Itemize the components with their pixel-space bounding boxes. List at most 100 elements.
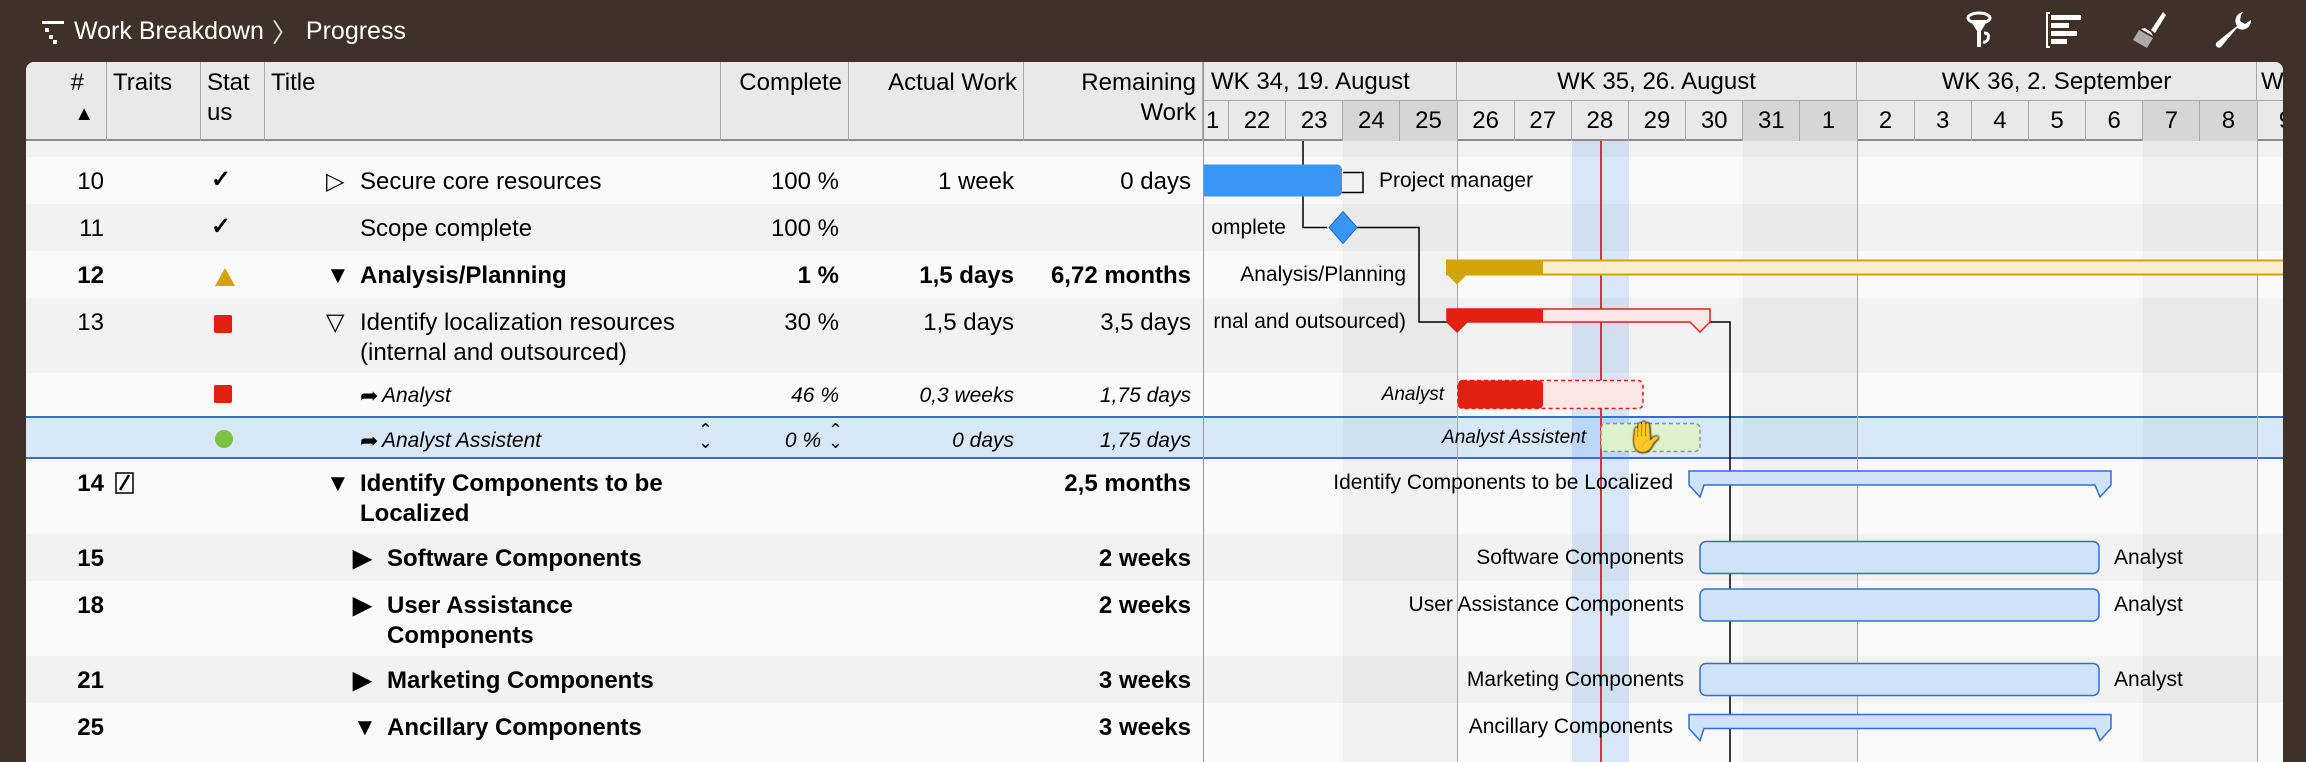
summary-bar[interactable] (1446, 259, 2283, 276)
summary-bar[interactable] (1688, 713, 2112, 742)
bar-resource-label: Analyst (2114, 667, 2183, 691)
filter-button[interactable] (1958, 10, 2004, 50)
actual-work-value[interactable]: 0,3 weeks (919, 384, 1014, 407)
day-header: 9 (2258, 101, 2283, 141)
actual-work-value[interactable]: 1,5 days (919, 262, 1014, 289)
milestone-diamond[interactable] (1328, 210, 1358, 245)
complete-stepper[interactable]: ⌃ ⌄ (828, 420, 844, 452)
task-title[interactable]: Marketing Components (387, 666, 654, 696)
remaining-work-value[interactable]: 3,5 days (1100, 309, 1191, 336)
disclosure-triangle-right-open-icon[interactable]: ▷ (326, 168, 345, 195)
complete-value[interactable]: 1 % (797, 262, 839, 289)
dependency-line (1302, 141, 1327, 229)
task-title-line: Identify Components to be (360, 470, 663, 497)
week-divider (1857, 141, 1858, 762)
remaining-work-value[interactable]: 2 weeks (1098, 592, 1191, 619)
task-number: 25 (77, 714, 104, 741)
remaining-work-value[interactable]: 1,75 days (1099, 429, 1191, 452)
check-status-icon: ✓ (211, 213, 232, 240)
disclosure-triangle-right-filled-icon[interactable]: ▶ (353, 667, 372, 694)
settings-button[interactable] (2210, 10, 2256, 50)
resource-stepper[interactable]: ⌃ ⌄ (698, 420, 714, 452)
note-icon[interactable] (114, 471, 136, 503)
assignment-arrow-icon: ➦ (360, 428, 379, 453)
day-header: 29 (1629, 101, 1687, 141)
task-title-line: Components (387, 622, 534, 649)
day-header: 1 (1800, 101, 1858, 141)
remaining-work-value[interactable]: 0 days (1120, 168, 1191, 195)
complete-value[interactable]: 100 % (770, 215, 839, 242)
work-breakdown-icon (42, 20, 64, 44)
task-bar[interactable] (1204, 164, 1342, 197)
actual-work-value[interactable]: 1 week (937, 168, 1014, 195)
task-title[interactable]: Software Components (387, 544, 642, 574)
column-header-remaining-work[interactable]: Remaining Work (1024, 62, 1203, 141)
task-number: 12 (77, 262, 104, 289)
task-title-line: Marketing Components (387, 667, 654, 694)
task-title-line: Secure core resources (360, 168, 602, 195)
disclosure-triangle-down-filled-icon[interactable]: ▼ (326, 262, 350, 289)
task-title-line: Scope complete (360, 215, 533, 242)
column-header-traits[interactable]: Traits (107, 62, 201, 141)
task-title[interactable]: Secure core resources (360, 167, 601, 197)
red-square-status-icon (214, 383, 232, 413)
task-title[interactable]: Analyst (382, 381, 451, 411)
task-title[interactable]: Ancillary Components (387, 713, 642, 743)
task-bar[interactable] (1699, 540, 2100, 575)
day-header: 2 (1858, 101, 1915, 141)
complete-value[interactable]: 46 % (791, 384, 839, 407)
assignment-progress (1458, 380, 1543, 409)
day-header: 6 (2086, 101, 2144, 141)
assignment-bar[interactable] (1600, 422, 1701, 453)
remaining-work-value[interactable]: 3 weeks (1098, 667, 1191, 694)
remaining-work-value[interactable]: 2 weeks (1098, 545, 1191, 572)
day-header: 31 (1743, 101, 1801, 141)
disclosure-triangle-down-open-icon[interactable]: ▽ (326, 309, 345, 336)
disclosure-triangle-right-filled-icon[interactable]: ▶ (353, 545, 372, 572)
task-bar[interactable] (1699, 662, 2100, 697)
gantt-row (1204, 373, 2283, 416)
column-header-number[interactable]: # ▲ (26, 62, 107, 141)
column-header-status[interactable]: Stat us (201, 62, 265, 141)
task-title[interactable]: Analyst Assistent (382, 426, 541, 456)
complete-value[interactable]: 100 % (770, 168, 839, 195)
disclosure-triangle-right-filled-icon[interactable]: ▶ (353, 592, 372, 619)
column-header-title[interactable]: Title (265, 62, 721, 141)
check-status-icon: ✓ (211, 166, 232, 193)
week-header: WK 36, 2. September (1857, 62, 2257, 101)
task-title[interactable]: User Assistance Components (387, 591, 573, 651)
task-bar[interactable] (1699, 588, 2100, 622)
green-circle-status-icon (214, 428, 234, 458)
day-header: 5 (2029, 101, 2087, 141)
style-button[interactable] (2126, 10, 2172, 50)
column-header-actual-work[interactable]: Actual Work (849, 62, 1024, 141)
week-header: WK 35, 26. August (1457, 62, 1857, 101)
remaining-work-value[interactable]: 1,75 days (1099, 384, 1191, 407)
task-title[interactable]: Identify Components to be Localized (360, 469, 663, 529)
filter-icon (1966, 11, 1992, 47)
actual-work-value[interactable]: 1,5 days (923, 309, 1014, 336)
disclosure-triangle-down-filled-icon[interactable]: ▼ (353, 714, 377, 741)
task-title-line: (internal and outsourced) (360, 339, 627, 366)
task-title[interactable]: Identify localization resources (internal… (360, 308, 675, 368)
actual-work-value[interactable]: 0 days (952, 429, 1014, 452)
task-title[interactable]: Scope complete (360, 214, 532, 244)
summary-bar[interactable] (1688, 470, 2112, 499)
complete-value[interactable]: 0 % (784, 429, 821, 452)
column-header-complete[interactable]: Complete (721, 62, 849, 141)
gantt-chart[interactable]: WK 34, 19. August WK 35, 26. August WK 36,… (1203, 62, 2283, 762)
remaining-work-value[interactable]: 3 weeks (1098, 714, 1191, 741)
remaining-work-value[interactable]: 2,5 months (1064, 470, 1191, 497)
breadcrumb-item[interactable]: Work Breakdown (74, 17, 264, 45)
disclosure-triangle-down-filled-icon[interactable]: ▼ (326, 470, 350, 497)
task-title[interactable]: Analysis/Planning (360, 261, 567, 291)
breadcrumb-item[interactable]: Progress (305, 17, 406, 45)
complete-value[interactable]: 30 % (784, 309, 839, 336)
task-title-line: Ancillary Components (387, 714, 642, 741)
layout-button[interactable] (2042, 10, 2088, 50)
remaining-work-value[interactable]: 6,72 months (1050, 262, 1191, 289)
task-title-line: Analyst (382, 384, 451, 407)
bar-label: User Assistance Components (1408, 593, 1684, 616)
gantt-row (1204, 416, 2283, 459)
gantt-layout-icon (2046, 12, 2081, 48)
